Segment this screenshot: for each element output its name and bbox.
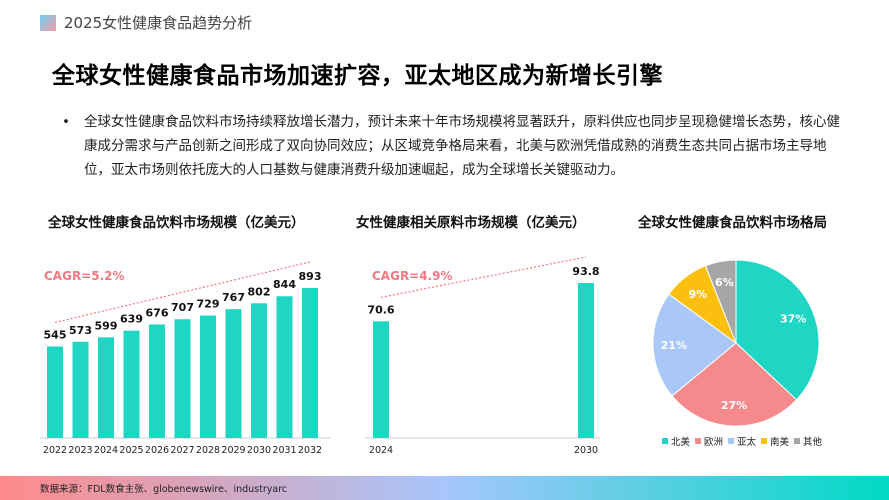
bar-2025	[123, 330, 140, 438]
x-tick-label: 2025	[119, 445, 143, 456]
x-tick-label: 2028	[196, 445, 220, 456]
bar-2026	[149, 324, 165, 438]
legend-label: 欧洲	[704, 436, 723, 448]
legend-label: 其他	[803, 436, 823, 448]
x-tick-label: 2031	[272, 445, 296, 456]
page-title: 全球女性健康食品市场加速扩容，亚太地区成为新增长引擎	[52, 63, 663, 89]
bar-label: 893	[299, 270, 322, 283]
x-tick-label: 2030	[574, 445, 598, 456]
bar-2030	[251, 303, 267, 438]
bar-2031	[276, 296, 293, 438]
x-tick-label: 2023	[68, 445, 92, 456]
pie-slice-其他	[704, 259, 737, 344]
bar-label: 729	[197, 298, 220, 311]
pie-label: 6%	[715, 276, 734, 289]
bar-label: 573	[69, 324, 92, 337]
bar-2028	[200, 315, 216, 438]
bar-label: 93.8	[572, 265, 599, 278]
x-tick-label: 2024	[94, 445, 118, 456]
bar-2024	[98, 337, 114, 438]
x-tick-label: 2029	[221, 445, 245, 456]
bar-label: 639	[120, 313, 143, 326]
legend-label: 南美	[770, 436, 790, 448]
bar-2027	[174, 319, 191, 438]
bar-2032	[302, 288, 318, 438]
x-tick-label: 2030	[247, 445, 271, 456]
bar-label: 844	[273, 278, 296, 291]
bar-2024	[373, 321, 389, 438]
bar-2030	[578, 283, 594, 438]
chart1-title: 全球女性健康食品饮料市场规模（亿美元）	[48, 215, 305, 231]
legend-swatch	[728, 438, 734, 444]
cagr-label: CAGR=5.2%	[44, 269, 125, 283]
legend-swatch	[662, 438, 668, 444]
bar-label: 545	[44, 328, 67, 341]
bar-label: 767	[222, 291, 245, 304]
chart3-title: 全球女性健康食品饮料市场格局	[638, 215, 827, 231]
bar-label: 707	[171, 301, 194, 314]
legend-label: 亚太	[737, 436, 757, 448]
logo-icon	[40, 14, 56, 31]
legend-swatch	[695, 438, 701, 444]
pie-slice-亚太	[652, 293, 737, 397]
trend-line	[380, 256, 587, 298]
summary-bullet: 全球女性健康食品饮料市场持续释放增长潜力，预计未来十年市场规模将显著跃升，原料供…	[62, 110, 852, 182]
legend-swatch	[794, 438, 800, 444]
x-tick-label: 2026	[145, 445, 169, 456]
chart2-title: 女性健康相关原料市场规模（亿美元）	[356, 215, 586, 231]
pie-label: 37%	[780, 312, 806, 325]
x-tick-label: 2022	[43, 445, 67, 456]
charts-canvas: 545 2022 573 2023 599 2024 639 2025 676 2026 707 20…	[40, 256, 823, 456]
bar-label: 599	[95, 319, 118, 332]
bar-2029	[225, 309, 242, 438]
bar-label: 70.6	[367, 303, 394, 316]
footer-bar: 数据来源：FDL数食主张、globenewswire、industryarc	[0, 476, 889, 500]
pie-label: 27%	[721, 399, 747, 412]
x-tick-label: 2024	[369, 445, 393, 456]
bar-2022	[47, 346, 63, 438]
bar-2023	[72, 341, 89, 438]
legend-swatch	[761, 438, 767, 444]
pie-label: 21%	[661, 339, 687, 352]
bar-label: 676	[146, 306, 169, 319]
cagr-label: CAGR=4.9%	[372, 269, 453, 283]
bar-label: 802	[248, 285, 271, 298]
header: 2025女性健康食品趋势分析	[40, 12, 252, 33]
x-tick-label: 2032	[298, 445, 322, 456]
x-tick-label: 2027	[170, 445, 194, 456]
pie-label: 9%	[689, 288, 708, 301]
data-source: 数据来源：FDL数食主张、globenewswire、industryarc	[40, 484, 288, 495]
pie-slice-欧洲	[671, 342, 798, 427]
legend-label: 北美	[671, 436, 691, 448]
pie-slice-北美	[735, 259, 820, 401]
header-title: 2025女性健康食品趋势分析	[64, 14, 253, 32]
